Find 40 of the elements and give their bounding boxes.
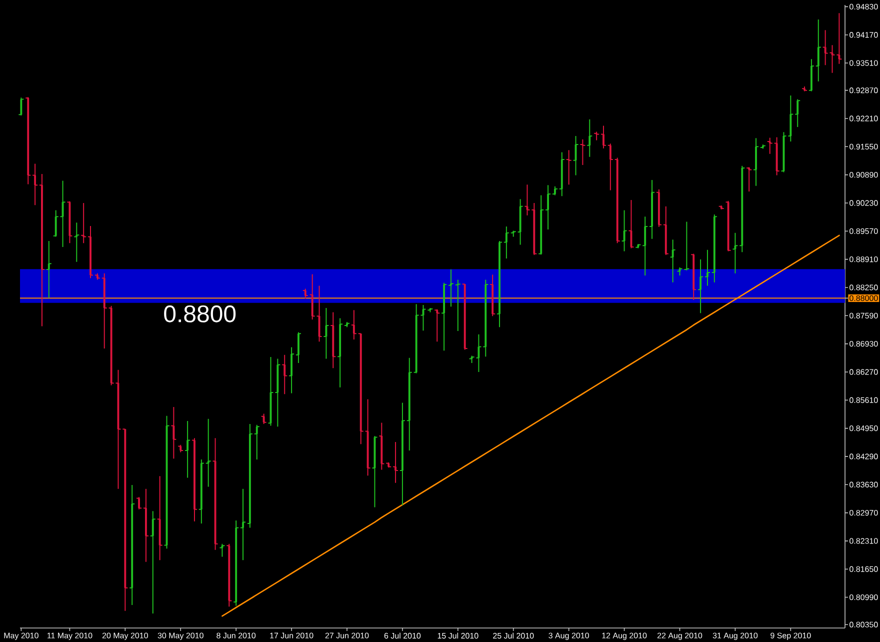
y-tick-label: 0.94830 — [850, 4, 878, 10]
x-tick-label: 25 Jul 2010 — [493, 632, 534, 639]
x-tick-label: 12 Aug 2010 — [602, 632, 647, 640]
y-tick-label: 0.87590 — [850, 312, 878, 318]
x-tick-label: May 2010 — [4, 632, 38, 640]
y-tick-label: 0.91550 — [850, 144, 878, 150]
y-tick-label: 0.85610 — [850, 397, 878, 403]
y-tick-label: 0.94170 — [850, 32, 878, 38]
x-tick-label: 8 Jun 2010 — [216, 632, 256, 638]
x-tick-label: 20 May 2010 — [102, 632, 148, 640]
x-tick-label: 15 Jul 2010 — [438, 632, 478, 639]
y-tick-label: 0.88000 — [850, 295, 878, 301]
y-tick-label: 0.86930 — [850, 340, 878, 347]
y-tick-label: 0.92870 — [850, 88, 878, 94]
y-tick-label: 0.88250 — [850, 284, 878, 290]
y-tick-label: 0.88910 — [850, 256, 878, 262]
x-tick-label: 30 May 2010 — [158, 632, 204, 640]
y-tick-label: 0.82970 — [850, 510, 878, 516]
y-tick-label: 0.80350 — [850, 622, 878, 628]
x-tick-label: 31 Aug 2010 — [712, 632, 758, 640]
y-tick-label: 0.82310 — [850, 538, 878, 544]
x-tick-label: 11 May 2010 — [47, 632, 92, 640]
y-tick-label: 0.92210 — [850, 116, 878, 122]
y-tick-label: 0.84290 — [850, 454, 878, 460]
ref-line-label: 0.8800 — [164, 305, 236, 322]
y-tick-label: 0.89570 — [850, 228, 878, 234]
y-tick-label: 0.84950 — [850, 425, 878, 432]
y-tick-label: 0.81650 — [850, 566, 878, 572]
x-tick-label: 6 Jul 2010 — [384, 632, 421, 639]
x-tick-label: 9 Sep 2010 — [770, 632, 811, 640]
y-tick-label: 0.93510 — [850, 60, 878, 66]
y-tick-label: 0.80990 — [850, 594, 878, 600]
y-tick-label: 0.90230 — [850, 200, 878, 206]
y-tick-label: 0.83630 — [850, 482, 878, 488]
x-tick-label: 22 Aug 2010 — [657, 632, 702, 640]
x-tick-label: 17 Jun 2010 — [270, 632, 314, 638]
x-tick-label: 27 Jun 2010 — [325, 632, 369, 638]
y-tick-label: 0.90890 — [850, 172, 878, 178]
x-tick-label: 3 Aug 2010 — [548, 632, 589, 640]
y-tick-label: 0.86270 — [850, 369, 878, 375]
